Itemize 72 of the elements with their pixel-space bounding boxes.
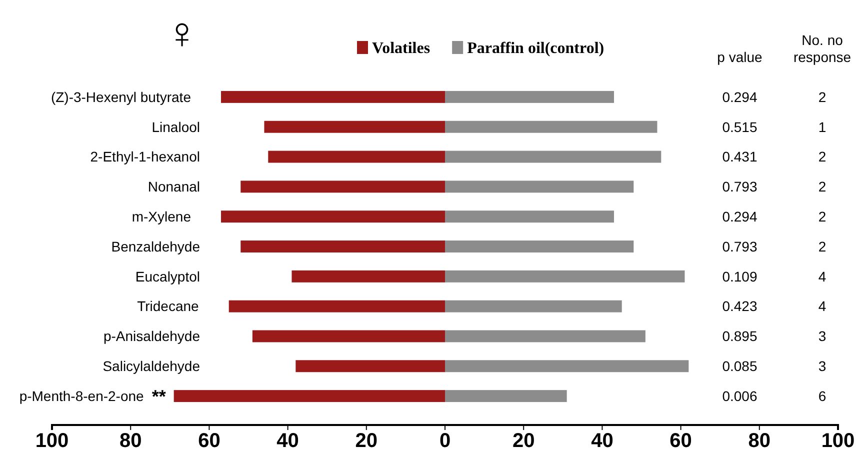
annotation: 6 [818, 388, 826, 404]
bar [296, 360, 445, 372]
annotation: 2 [818, 238, 826, 254]
x-tick-label: 20 [512, 430, 535, 452]
bar [240, 240, 445, 252]
y-tick-label: 2-Ethyl-1-hexanol [90, 148, 200, 165]
bar [445, 240, 634, 252]
legend-label: Volatiles [372, 40, 430, 57]
y-tick-label: p-Menth-8-en-2-one [19, 388, 144, 404]
annotation: 0.515 [722, 118, 758, 135]
bar [445, 210, 614, 223]
y-tick-label: Eucalyptol [135, 268, 200, 284]
annotation: 0.006 [722, 388, 758, 404]
annotation: 2 [818, 148, 826, 165]
x-tick-label: 100 [35, 430, 69, 452]
annotation: 0.793 [722, 238, 758, 254]
x-tick-label: 60 [670, 430, 692, 452]
bar [445, 90, 614, 103]
bar [445, 300, 622, 312]
legend-label: Paraffin oil(control) [467, 40, 604, 57]
bar [252, 330, 445, 342]
annotation: 0.423 [722, 298, 758, 314]
bar [174, 390, 445, 402]
y-tick-label: p-Anisaldehyde [103, 328, 200, 344]
annotation: ** [152, 386, 166, 406]
annotation: 0.895 [722, 328, 758, 344]
x-tick-label: 40 [591, 430, 614, 452]
annotation: 0.294 [722, 208, 758, 224]
y-tick-label: m-Xylene [132, 208, 192, 224]
bar [445, 150, 662, 163]
bar [445, 390, 567, 402]
text: p value [717, 49, 763, 65]
annotation: 0.109 [722, 268, 758, 284]
annotation: 0.793 [722, 178, 758, 195]
bar [445, 180, 634, 193]
x-tick-label: 80 [119, 430, 142, 452]
bar [445, 270, 685, 282]
x-tick-label: 20 [355, 430, 378, 452]
y-tick-label: Tridecane [137, 298, 200, 314]
bar [445, 330, 646, 342]
x-tick-label: 40 [276, 430, 299, 452]
bar [268, 150, 445, 163]
annotation: 0.431 [722, 148, 758, 165]
annotation: 3 [818, 328, 826, 344]
annotation: 0.294 [722, 88, 758, 105]
bar [220, 210, 445, 223]
x-tick-label: 60 [198, 430, 220, 452]
bar [220, 90, 445, 103]
annotation: 2 [818, 208, 826, 224]
annotation: 0.085 [722, 358, 758, 374]
annotation: 4 [818, 268, 826, 284]
bar [445, 360, 689, 372]
x-tick-label: 80 [748, 430, 771, 452]
annotation: 3 [818, 358, 826, 374]
y-tick-label: (Z)-3-Hexenyl butyrate [50, 88, 192, 105]
annotation: 2 [818, 88, 826, 105]
y-tick-label: Linalool [152, 118, 200, 135]
bar [292, 270, 445, 282]
bar [445, 120, 658, 133]
bar [264, 120, 445, 133]
y-tick-label: Salicylaldehyde [102, 358, 200, 374]
annotation: 1 [818, 118, 826, 135]
text: No. no response [793, 32, 852, 65]
bar [240, 180, 445, 193]
x-tick-label: 100 [821, 430, 855, 452]
annotation: 2 [818, 178, 826, 195]
annotation: 4 [818, 298, 826, 314]
x-tick-label: 0 [439, 430, 451, 452]
text: ♀ [166, 9, 198, 58]
bar [228, 300, 445, 312]
y-tick-label: Nonanal [148, 178, 200, 195]
y-tick-label: Benzaldehyde [111, 238, 200, 254]
